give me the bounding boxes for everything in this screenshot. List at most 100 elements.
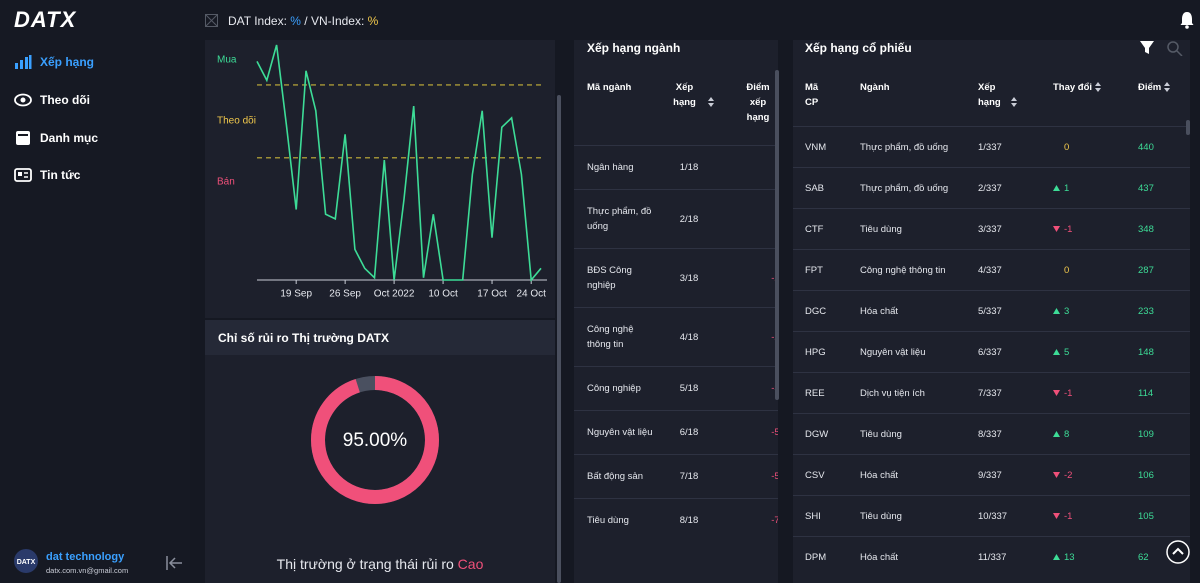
table-row[interactable]: DGW Tiêu dùng 8/337 8 109 [793, 413, 1190, 455]
nav-label: Tin tức [40, 168, 81, 182]
cell: -2 [1053, 454, 1138, 496]
nav-label: Danh mục [40, 131, 99, 145]
cell: Công nghệ thông tin [574, 307, 655, 367]
risk-panel: Chỉ số rủi ro Thị trường DATX 95.00% Thị… [205, 320, 555, 583]
cell: 3 [1053, 290, 1138, 332]
zone-label: Theo dõi [217, 116, 256, 127]
table-row[interactable]: CSV Hóa chất 9/337 -2 106 [793, 454, 1190, 496]
scrollbar[interactable] [1186, 120, 1190, 135]
header-label: Điểm [1138, 82, 1162, 93]
change-value: -1 [1064, 510, 1073, 522]
down-arrow [1053, 471, 1060, 478]
change-value: 0 [1064, 141, 1070, 153]
cell: 6/337 [978, 331, 1053, 373]
cell: -1 [1053, 495, 1138, 537]
cell: Dịch vụ tiện ích [860, 372, 978, 414]
cell: -1 [1053, 208, 1138, 250]
gauge: 95.00% [311, 376, 439, 504]
nav-item[interactable]: Danh mục [14, 128, 98, 148]
icon [205, 14, 218, 27]
table-row[interactable]: DGC Hóa chất 5/337 3 233 [793, 290, 1190, 332]
cell: 4/18 [655, 307, 723, 367]
table-row[interactable]: HPG Nguyên vật liệu 6/337 5 148 [793, 331, 1190, 373]
collapse-button[interactable] [165, 555, 183, 571]
up-arrow [1053, 307, 1060, 314]
zone-label: Bán [217, 177, 235, 188]
change-value: 3 [1064, 305, 1070, 317]
table-row[interactable]: DPM Hóa chất 11/337 13 62 [793, 536, 1190, 577]
table-row[interactable]: SAB Thực phẩm, đồ uống 2/337 1 437 [793, 167, 1190, 209]
panel-header [205, 320, 555, 355]
cell: Hóa chất [860, 536, 978, 577]
cell: REE [793, 372, 860, 414]
scrollbar[interactable] [775, 70, 779, 400]
scrollbar[interactable] [557, 95, 561, 583]
logo[interactable]: DATX [14, 7, 77, 32]
filter-tools[interactable] [1139, 40, 1185, 56]
sort-icon[interactable] [1011, 97, 1017, 108]
cell: 3/18 [655, 248, 723, 308]
cell: 287 [1138, 249, 1190, 291]
change-value: -2 [1064, 469, 1073, 481]
icon [16, 131, 30, 145]
cell: 2/337 [978, 167, 1053, 209]
cell: 1 [1053, 167, 1138, 209]
cell: Công nghệ thông tin [860, 249, 978, 291]
status-text: Thị trường ở trạng thái rủi ro [276, 556, 454, 572]
sort-icon[interactable] [1164, 82, 1171, 93]
nav-item[interactable]: Tin tức [14, 165, 80, 185]
table-row[interactable]: CTF Tiêu dùng 3/337 -1 348 [793, 208, 1190, 250]
cell: 105 [1138, 495, 1190, 537]
cell: Nguyên vật liệu [574, 410, 655, 455]
notification-bell[interactable] [1180, 11, 1194, 29]
cell: Nguyên vật liệu [860, 331, 978, 373]
cell: 148 [1138, 331, 1190, 373]
panel-title: Xếp hạng cổ phiếu [805, 41, 912, 55]
zone-label: Mua [217, 55, 237, 66]
header-label: Mã ngành [587, 82, 632, 93]
cell: 0 [1053, 249, 1138, 291]
line-chart: Mua Theo dõi Bán 19 Sep 26 Sep Oct 2022 10 Oct… [217, 44, 547, 300]
header-row: Mã CP Ngành Xếp hạng Thay đổi Điểm [793, 70, 1190, 127]
column-header: Thay đổi [1053, 70, 1138, 127]
cell: 1/18 [655, 145, 723, 190]
cell: 8 [1053, 413, 1138, 455]
nav-item[interactable]: Theo dõi [14, 90, 90, 110]
nav-item[interactable]: Xếp hạng [14, 52, 94, 72]
change-value: -1 [1064, 387, 1073, 399]
sort-icon[interactable] [707, 97, 714, 108]
cell: 4/337 [978, 249, 1053, 291]
cell: Công nghiệp [574, 366, 655, 411]
header-label: Xếp hạng [978, 82, 1001, 108]
cell: 7/337 [978, 372, 1053, 414]
header-row: Mã ngành Xếp hạng Điểm xếp hạng [574, 70, 778, 146]
cell: 437 [1138, 167, 1190, 209]
column-header: Điểm xếp hạng [723, 70, 778, 146]
sector-table: Mã ngành Xếp hạng Điểm xếp hạng Ngân hàng 1/… [574, 70, 778, 542]
cell: 8/18 [655, 498, 723, 542]
x-tick-label: 17 Oct [477, 289, 507, 300]
table-row[interactable]: FPT Công nghệ thông tin 4/337 0 287 [793, 249, 1190, 291]
sort-icon[interactable] [1095, 82, 1102, 93]
cell: HPG [793, 331, 860, 373]
table-row[interactable]: REE Dịch vụ tiện ích 7/337 -1 114 [793, 372, 1190, 414]
cell: 11/337 [978, 536, 1053, 577]
cell: -71 [723, 498, 778, 542]
table-row[interactable]: VNM Thực phẩm, đồ uống 1/337 0 440 [793, 126, 1190, 168]
cell: SAB [793, 167, 860, 209]
scroll-top-button[interactable] [1166, 540, 1190, 564]
avatar: DATX [14, 549, 38, 573]
cell: -57 [723, 454, 778, 499]
icon [15, 55, 32, 69]
table-row[interactable]: SHI Tiêu dùng 10/337 -1 105 [793, 495, 1190, 537]
label: DAT Index: [228, 14, 287, 28]
cell: 6/18 [655, 410, 723, 455]
